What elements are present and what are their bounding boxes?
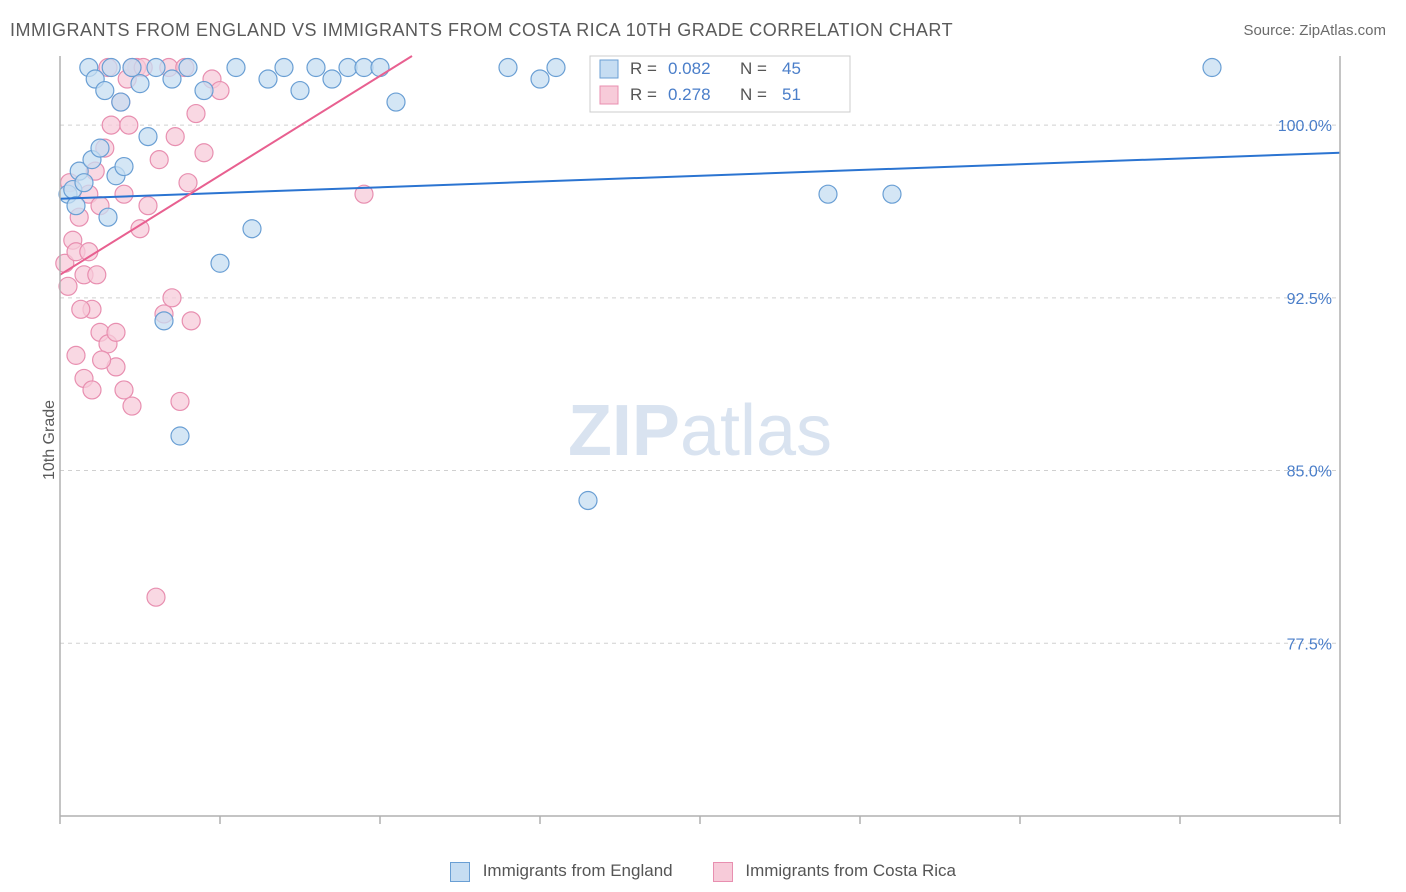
chart-source: Source: ZipAtlas.com	[1243, 22, 1386, 39]
chart-header: IMMIGRANTS FROM ENGLAND VS IMMIGRANTS FR…	[0, 0, 1406, 50]
chart-title: IMMIGRANTS FROM ENGLAND VS IMMIGRANTS FR…	[10, 20, 953, 41]
svg-text:92.5%: 92.5%	[1287, 291, 1332, 308]
svg-text:N =: N =	[740, 59, 767, 78]
svg-text:77.5%: 77.5%	[1287, 636, 1332, 653]
legend-label-costarica: Immigrants from Costa Rica	[745, 861, 956, 880]
svg-text:0.082: 0.082	[668, 59, 711, 78]
legend-label-england: Immigrants from England	[483, 861, 673, 880]
bottom-legend: Immigrants from England Immigrants from …	[0, 861, 1406, 882]
chart-area: 10th Grade 100.0%92.5%85.0%77.5%ZIPatlas…	[50, 48, 1376, 832]
svg-text:51: 51	[782, 85, 801, 104]
svg-text:85.0%: 85.0%	[1287, 464, 1332, 481]
legend-item-england: Immigrants from England	[450, 861, 673, 882]
y-axis-label: 10th Grade	[41, 400, 59, 480]
svg-text:0.0%: 0.0%	[60, 831, 96, 832]
svg-text:R =: R =	[630, 85, 657, 104]
scatter-chart-svg: 100.0% 92.5% 85.0% 77.5% ZIPatlas 0.0% 80.0% R …	[50, 48, 1376, 832]
svg-text:80.0%: 80.0%	[1295, 831, 1340, 832]
svg-text:R =: R =	[630, 59, 657, 78]
svg-text:100.0%: 100.0%	[1278, 118, 1332, 135]
svg-text:45: 45	[782, 59, 801, 78]
legend-item-costarica: Immigrants from Costa Rica	[713, 861, 956, 882]
legend-swatch-costarica	[713, 862, 733, 882]
svg-text:ZIPatlas: ZIPatlas	[568, 391, 832, 471]
svg-text:N =: N =	[740, 85, 767, 104]
svg-text:0.278: 0.278	[668, 85, 711, 104]
legend-swatch-england	[450, 862, 470, 882]
